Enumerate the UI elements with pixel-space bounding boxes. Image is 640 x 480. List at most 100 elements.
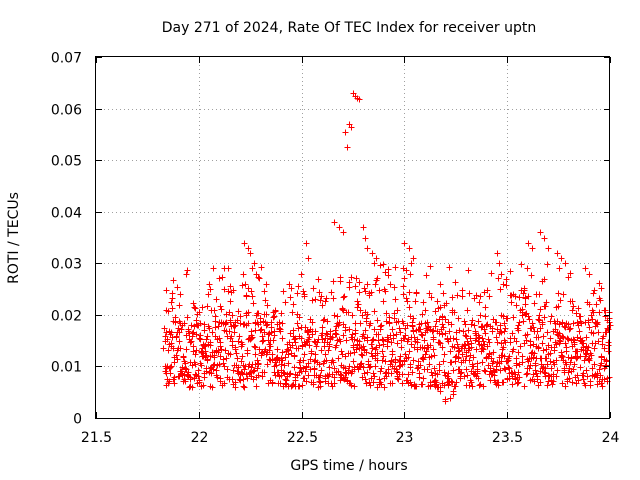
data-point: [599, 383, 606, 390]
data-point: [449, 294, 456, 301]
data-point: [468, 340, 475, 347]
data-point: [588, 352, 595, 359]
data-point: [188, 322, 195, 329]
data-point: [557, 297, 564, 304]
data-point: [412, 298, 419, 305]
data-point: [455, 355, 462, 362]
data-point: [519, 353, 526, 360]
data-point: [380, 337, 387, 344]
data-point: [455, 315, 462, 322]
data-point: [485, 336, 492, 343]
data-point: [249, 265, 256, 272]
data-point: [228, 333, 235, 340]
data-point: [302, 368, 309, 375]
data-point: [241, 384, 248, 391]
data-point: [371, 326, 378, 333]
data-point: [207, 365, 214, 372]
data-point: [598, 360, 605, 367]
data-point: [289, 342, 296, 349]
data-point: [466, 290, 473, 297]
data-point: [383, 310, 390, 317]
data-point: [403, 267, 410, 274]
data-point: [553, 341, 560, 348]
data-point: [369, 250, 376, 257]
data-point: [582, 265, 589, 272]
data-point: [298, 271, 305, 278]
data-point: [345, 309, 352, 316]
data-point: [469, 317, 476, 324]
data-point: [336, 319, 343, 326]
data-point: [574, 334, 581, 341]
data-point: [248, 288, 255, 295]
data-point: [462, 332, 469, 339]
data-point: [279, 357, 286, 364]
data-point: [600, 333, 607, 340]
data-point: [585, 356, 592, 363]
data-point: [545, 372, 552, 379]
data-point: [448, 359, 455, 366]
y-tick-label: 0.03: [51, 257, 82, 273]
data-point: [544, 361, 551, 368]
data-point: [337, 338, 344, 345]
data-point: [521, 383, 528, 390]
data-point: [401, 275, 408, 282]
data-point: [567, 359, 574, 366]
axis-ticks: 21.5 22 22.5 23 23.5 24 0 0.01 0.02 0.03 0.04 0.05 0…: [51, 51, 620, 447]
data-point: [419, 311, 426, 318]
data-point: [357, 320, 364, 327]
data-point: [292, 335, 299, 342]
data-point: [372, 363, 379, 370]
data-point: [543, 346, 550, 353]
data-point: [210, 265, 217, 272]
data-point: [241, 366, 248, 373]
data-point: [516, 374, 523, 381]
data-point: [445, 375, 452, 382]
data-point: [263, 311, 270, 318]
data-point: [189, 384, 196, 391]
data-point: [407, 271, 414, 278]
data-point: [475, 375, 482, 382]
data-point: [573, 310, 580, 317]
data-point: [470, 363, 477, 370]
data-point: [317, 372, 324, 379]
data-point: [439, 344, 446, 351]
data-point: [171, 374, 178, 381]
data-point: [465, 267, 472, 274]
data-point: [233, 350, 240, 357]
data-point: [300, 288, 307, 295]
data-point: [404, 298, 411, 305]
data-point: [189, 333, 196, 340]
data-point: [335, 322, 342, 329]
data-point: [301, 351, 308, 358]
data-point: [530, 354, 537, 361]
data-point: [566, 375, 573, 382]
data-point: [212, 324, 219, 331]
data-points: [160, 90, 614, 405]
data-point: [450, 367, 457, 374]
data-point: [571, 339, 578, 346]
data-point: [525, 313, 532, 320]
data-point: [573, 355, 580, 362]
data-point: [271, 313, 278, 320]
data-point: [452, 279, 459, 286]
data-point: [393, 366, 400, 373]
data-point: [605, 348, 612, 355]
data-point: [437, 281, 444, 288]
data-point: [238, 358, 245, 365]
data-point: [580, 370, 587, 377]
data-point: [285, 360, 292, 367]
data-point: [192, 305, 199, 312]
data-point: [234, 317, 241, 324]
data-point: [379, 348, 386, 355]
data-point: [558, 255, 565, 262]
data-point: [340, 332, 347, 339]
data-point: [206, 325, 213, 332]
data-point: [305, 372, 312, 379]
data-point: [513, 302, 520, 309]
data-point: [565, 321, 572, 328]
data-point: [364, 245, 371, 252]
data-point: [562, 324, 569, 331]
data-point: [477, 293, 484, 300]
data-point: [303, 378, 310, 385]
data-point: [226, 309, 233, 316]
